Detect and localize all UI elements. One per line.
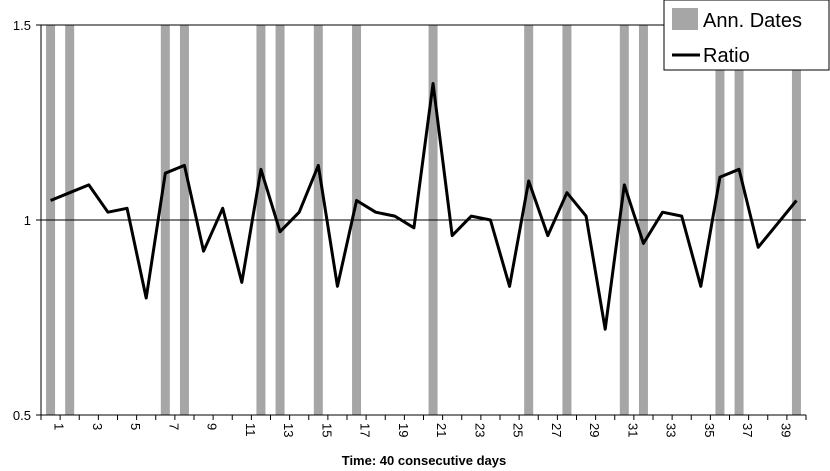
x-tick-label: 5: [128, 423, 143, 430]
x-tick-label: 33: [664, 423, 679, 437]
x-tick-label: 11: [243, 423, 258, 437]
x-tick-label: 23: [472, 423, 487, 437]
x-tick-label: 39: [778, 423, 793, 437]
x-tick-label: 1: [52, 423, 67, 430]
legend: Ann. Dates Ratio: [663, 0, 830, 71]
legend-label-ann-dates: Ann. Dates: [703, 10, 802, 32]
x-tick-label: 19: [396, 423, 411, 437]
x-ticks: 1 3 5 7 9 11 13 15 17 19 21 23 25 27 29 31 33 35 37 39: [40, 415, 807, 437]
legend-label-ratio: Ratio: [703, 45, 750, 67]
y-ticks: 0.5 1 1.5: [13, 18, 41, 423]
y-tick-label: 1.5: [13, 18, 31, 33]
x-tick-label: 35: [702, 423, 717, 437]
x-tick-label: 25: [511, 423, 526, 437]
x-tick-label: 7: [166, 423, 181, 430]
x-tick-label: 29: [587, 423, 602, 437]
x-tick-label: 17: [358, 423, 373, 437]
x-tick-label: 37: [740, 423, 755, 437]
series-line-ratio: [49, 82, 798, 331]
x-tick-label: 27: [549, 423, 564, 437]
x-tick-label: 13: [281, 423, 296, 437]
x-tick-label: 3: [90, 423, 105, 430]
x-tick-label: 15: [319, 423, 334, 437]
x-axis-label: Time: 40 consecutive days: [342, 453, 507, 468]
x-tick-label: 31: [625, 423, 640, 437]
x-tick-label: 9: [205, 423, 220, 430]
legend-swatch-ann-dates: [672, 8, 698, 30]
y-tick-label: 0.5: [13, 408, 31, 423]
y-tick-label: 1: [24, 213, 31, 228]
x-tick-label: 21: [434, 423, 449, 437]
